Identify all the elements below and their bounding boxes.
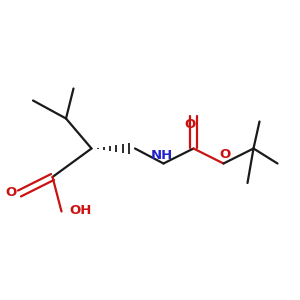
Text: O: O xyxy=(185,118,196,131)
Text: NH: NH xyxy=(151,149,173,162)
Text: OH: OH xyxy=(69,203,92,217)
Text: O: O xyxy=(6,185,17,199)
Text: O: O xyxy=(219,148,231,161)
